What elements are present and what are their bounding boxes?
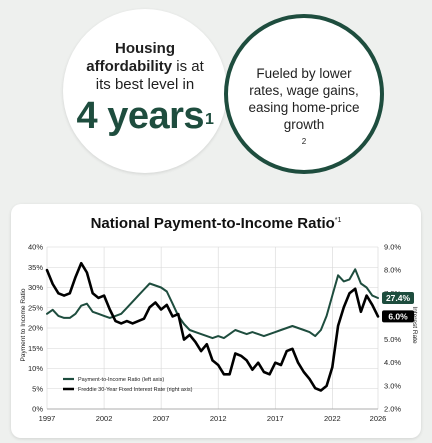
left-tick-label: 40% <box>28 243 43 252</box>
drivers-line-3: easing home-price <box>248 100 360 115</box>
stat-line-2: affordability is at <box>63 58 227 76</box>
drivers-line-4-text: growth <box>283 117 325 132</box>
chart-title-text: National Payment-to-Income Ratio <box>90 215 335 232</box>
x-tick-label: 2026 <box>370 414 387 423</box>
ratio-end-badge <box>382 292 414 305</box>
chart-title-footnote: *1 <box>334 217 342 224</box>
left-tick-label: 20% <box>28 324 43 333</box>
chart-card: National Payment-to-Income Ratio*1 0% 5% 1… <box>11 204 421 438</box>
stat-line-1: Housing <box>115 40 175 57</box>
interest-rate-end-badge <box>382 310 414 323</box>
series-layer <box>45 261 380 392</box>
stat-big-text: 4 years <box>76 95 205 137</box>
x-tick-label: 2012 <box>210 414 227 423</box>
left-axis-ticks: 0% 5% 10% 15% 20% 25% 30% 35% 40% <box>28 243 43 414</box>
left-tick-label: 35% <box>28 263 43 272</box>
chart-legend: Payment-to-Income Ratio (left axis) Fredd… <box>63 377 193 393</box>
left-tick-label: 0% <box>32 405 43 414</box>
left-tick-label: 15% <box>28 344 43 353</box>
drivers-line-4: growth 2 <box>228 116 380 154</box>
stat-big-footnote: 1 <box>205 111 214 128</box>
right-axis-ticks: 2.0%3.0%4.0%5.0%6.0%7.0%8.0%9.0% <box>384 243 401 414</box>
drivers-stat-circle: Fueled by lower rates, wage gains, easin… <box>224 14 384 174</box>
right-tick-label: 9.0% <box>384 243 401 252</box>
right-tick-label: 5.0% <box>384 335 401 344</box>
drivers-line-2: rates, wage gains, <box>249 83 359 98</box>
x-tick-label: 2007 <box>153 414 170 423</box>
ratio-end-label: 27.4% <box>386 293 411 303</box>
series-line-interest-rate <box>45 261 380 392</box>
right-tick-label: 8.0% <box>384 266 401 275</box>
right-tick-label: 3.0% <box>384 381 401 390</box>
stat-line-2-rest: is at <box>172 58 204 75</box>
drivers-line-1: Fueled by lower <box>256 66 352 81</box>
interest-rate-end-label: 6.0% <box>388 312 408 322</box>
right-axis-title: Interest Rate <box>411 306 418 344</box>
right-tick-label: 2.0% <box>384 405 401 414</box>
stat-big-value: 4 years1 <box>63 96 227 136</box>
left-axis-title: Payment to Income Ratio <box>20 288 27 361</box>
drivers-footnote: 2 <box>301 137 307 146</box>
x-tick-label: 1997 <box>39 414 56 423</box>
chart-title: National Payment-to-Income Ratio*1 <box>11 215 421 232</box>
left-tick-label: 25% <box>28 303 43 312</box>
x-axis-ticks: 1997 2002 2007 2012 2017 2022 2026 <box>39 414 387 423</box>
legend-label: Freddie 30-Year Fixed Interest Rate (rig… <box>78 387 193 393</box>
left-tick-label: 5% <box>32 384 43 393</box>
x-tick-label: 2002 <box>96 414 113 423</box>
x-tick-label: 2022 <box>324 414 341 423</box>
right-tick-label: 4.0% <box>384 358 401 367</box>
affordability-stat-circle: Housing affordability is at its best lev… <box>63 9 227 173</box>
payment-to-income-chart: 0% 5% 10% 15% 20% 25% 30% 35% 40% 2.0% 3.0% 4.0% 5.… <box>20 243 418 424</box>
left-tick-label: 10% <box>28 364 43 373</box>
series-line-payment-to-income <box>46 268 379 340</box>
left-tick-label: 30% <box>28 283 43 292</box>
end-value-badges: 27.4% 6.0% <box>382 292 414 323</box>
stat-line-3: its best level in <box>95 76 195 93</box>
chart-grid <box>46 246 379 410</box>
x-tick-label: 2017 <box>267 414 284 423</box>
stat-line-2-bold: affordability <box>86 58 173 75</box>
legend-label: Payment-to-Income Ratio (left axis) <box>78 377 164 383</box>
